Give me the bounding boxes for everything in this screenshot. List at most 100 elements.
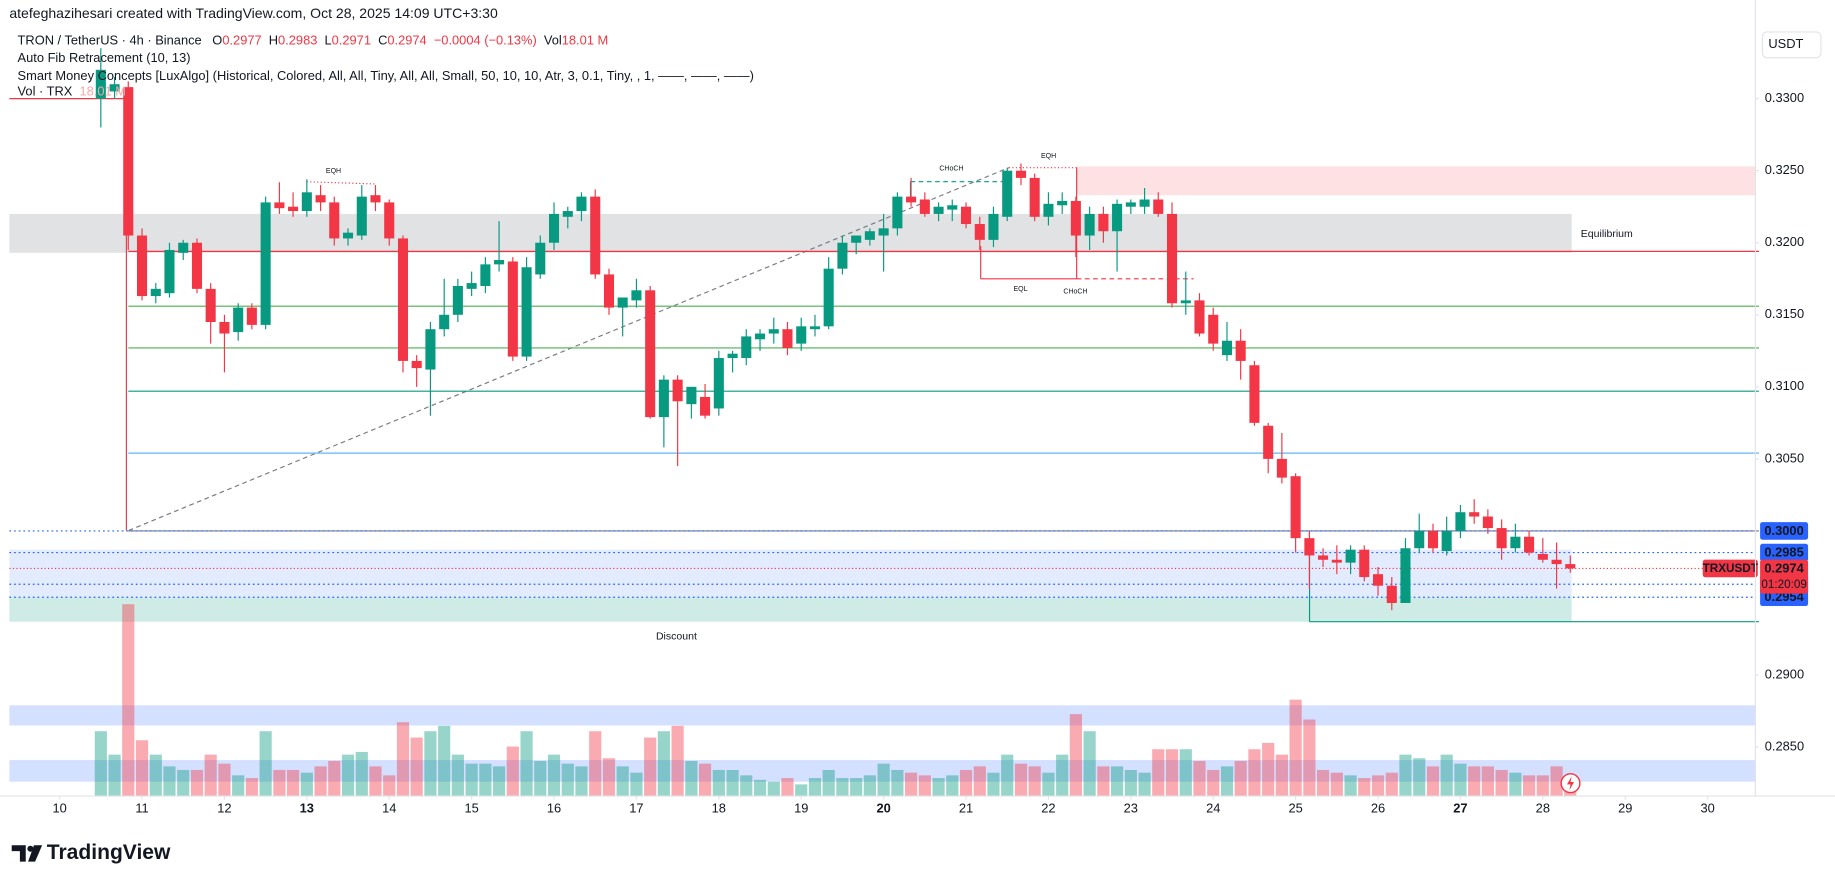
volume-bar	[108, 754, 121, 797]
brand-name: TradingView	[47, 841, 171, 864]
volume-bar	[341, 754, 355, 797]
volume-bar	[891, 769, 904, 797]
lines-layer	[9, 98, 1759, 623]
volume-bar	[314, 766, 327, 797]
volume-bar	[218, 763, 231, 797]
x-tick-label: 19	[794, 800, 808, 815]
candle-body	[233, 307, 244, 333]
candle-body	[164, 249, 175, 294]
candle-body	[1125, 202, 1136, 207]
legend-field-value: 0.2974	[387, 33, 426, 48]
candle-body	[1427, 530, 1439, 549]
eqh-line	[306, 181, 377, 185]
candle-body	[1345, 549, 1356, 563]
legend-field-label: C	[378, 33, 387, 48]
candle-body	[878, 228, 889, 236]
volume-bar	[589, 731, 602, 797]
candle-body	[1043, 203, 1054, 217]
candle-body	[1551, 559, 1562, 565]
candle-body	[837, 242, 848, 269]
candle-body	[507, 261, 518, 357]
volume-bar	[1289, 699, 1302, 797]
legend-field-value: 0.2971	[332, 33, 371, 48]
candle-body	[1482, 516, 1493, 529]
volume-bar	[1056, 754, 1069, 797]
candle-body	[452, 285, 463, 315]
annotation: CHoCH	[939, 166, 963, 173]
candle-body	[1112, 203, 1123, 232]
currency-label: USDT	[1768, 36, 1803, 51]
price-label: 0.3000	[1764, 523, 1803, 538]
volume-bar	[644, 737, 657, 797]
volume-bar	[726, 769, 739, 797]
volume-bar	[1468, 766, 1481, 797]
x-tick-label: 16	[547, 800, 561, 815]
volume-bar	[1220, 766, 1234, 797]
candle-body	[1537, 554, 1548, 560]
volume-bar	[534, 760, 547, 797]
candle-body	[933, 206, 944, 214]
candle-body	[1496, 528, 1507, 549]
zone	[9, 597, 1572, 622]
candle-body	[1070, 200, 1081, 236]
legend-change: −0.0004 (−0.13%)	[434, 33, 537, 48]
candle-body	[109, 84, 120, 92]
volume-bar	[163, 766, 176, 797]
volume-bar	[657, 731, 670, 797]
x-tick-label: 17	[629, 800, 643, 815]
brand-logo	[11, 845, 43, 862]
y-tick-label: 0.2900	[1765, 666, 1804, 681]
y-tick-label: 0.3300	[1765, 90, 1804, 105]
candle-body	[590, 196, 601, 275]
annotation: Discount	[656, 631, 697, 643]
volume-bar	[1509, 772, 1522, 797]
candle-body	[631, 290, 642, 301]
volume-bar	[369, 766, 382, 797]
volume-bar	[1330, 772, 1343, 797]
volume-bar	[671, 725, 684, 797]
volume-bar	[1248, 749, 1261, 797]
price-label-box	[1760, 522, 1809, 540]
candle-body	[919, 199, 930, 214]
volume-bar	[1399, 754, 1412, 797]
volume-bar	[190, 769, 204, 797]
candle-body	[370, 195, 381, 203]
legend-field-label: O	[212, 33, 222, 48]
candle-body	[1565, 564, 1576, 569]
volume-bar	[328, 760, 341, 797]
x-tick-label: 14	[382, 800, 396, 815]
volume-bar	[630, 772, 643, 797]
volume-bar	[808, 778, 822, 797]
zone	[9, 760, 1756, 782]
volume-bar	[1495, 769, 1508, 797]
volume-bar	[959, 769, 973, 797]
volume-bar	[451, 754, 464, 797]
volume-bar	[1234, 760, 1247, 797]
legend-field-label: H	[269, 33, 278, 48]
volume-bar	[383, 775, 396, 797]
candle-body	[1194, 300, 1205, 334]
volume-bar	[1165, 749, 1179, 797]
volume-bar	[396, 722, 410, 797]
candle-body	[727, 353, 738, 359]
candle-body	[864, 231, 875, 240]
candle-body	[1400, 548, 1411, 603]
candle-body	[1153, 199, 1164, 214]
volume-bar	[1097, 766, 1110, 797]
volume-bar	[1042, 772, 1055, 797]
volume-bar	[795, 784, 808, 797]
legend-line: TRON / TetherUS · 4h · Binance O0.2977 H…	[18, 33, 609, 48]
price-label: 0.2985	[1764, 545, 1803, 560]
currency-button[interactable]	[1761, 31, 1822, 59]
candle-body	[356, 196, 367, 236]
candle-body	[480, 264, 491, 286]
candle-body	[1029, 177, 1040, 217]
annotation: Equilibrium	[1581, 228, 1633, 240]
candle-body	[782, 329, 793, 348]
candle-body	[1139, 199, 1150, 207]
volume-bar	[355, 751, 368, 797]
candle-body	[301, 192, 312, 212]
